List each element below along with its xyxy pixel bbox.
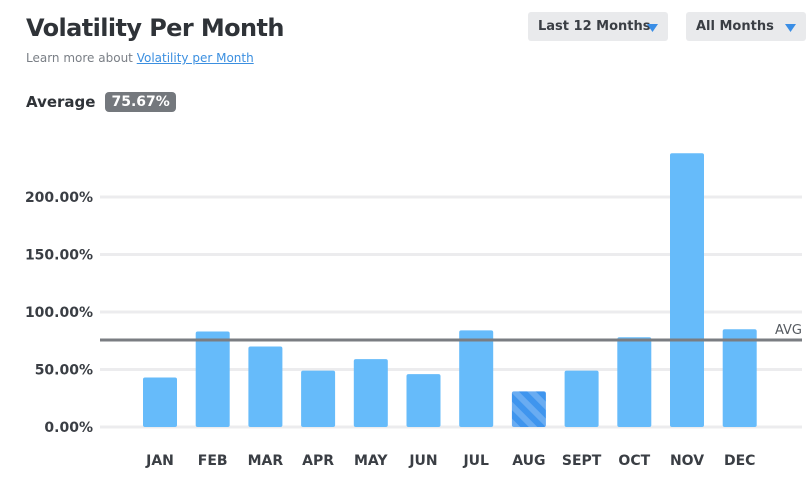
range-dropdown-label: Last 12 Months [538,19,651,34]
bar-jan[interactable] [143,377,177,427]
bar-oct[interactable] [617,337,652,427]
y-tick-label: 150.00% [25,248,93,264]
y-tick-label: 200.00% [25,190,93,206]
triangle-down-icon [785,24,796,32]
bar-aug[interactable] [511,391,546,427]
average-line-label: AVG [775,323,802,338]
x-tick-label: JUN [408,453,437,469]
range-dropdown[interactable]: Last 12 Months [528,12,668,41]
bar-mar[interactable] [248,346,283,428]
learn-more-link[interactable]: Volatility per Month [136,51,254,65]
bar-may[interactable] [353,359,388,427]
average-badge: 75.67% [105,92,176,112]
x-tick-label: AUG [512,453,545,469]
triangle-down-icon [647,24,658,32]
average-summary: Average 75.67% [26,92,176,112]
page-title: Volatility Per Month [26,14,284,42]
x-tick-label: SEPT [562,453,602,469]
x-tick-label: JAN [145,453,174,469]
x-tick-label: JUL [462,453,489,469]
x-tick-label: MAR [248,453,284,469]
months-dropdown-label: All Months [696,19,774,34]
y-tick-label: 100.00% [25,305,93,321]
y-tick-label: 0.00% [44,420,93,436]
x-tick-label: NOV [670,453,704,469]
bar-sept[interactable] [564,370,599,427]
average-label: Average [26,93,96,111]
learn-more-prefix: Learn more about [26,51,137,65]
bar-jun[interactable] [406,374,441,427]
months-dropdown[interactable]: All Months [686,12,806,41]
x-tick-label: APR [302,453,334,469]
x-tick-label: MAY [354,453,388,469]
x-tick-label: DEC [724,453,755,469]
x-tick-label: FEB [198,453,228,469]
bar-apr[interactable] [301,370,336,427]
learn-more-text: Learn more about Volatility per Month [26,51,254,65]
x-tick-label: OCT [618,453,650,469]
bar-feb[interactable] [195,331,230,427]
bar-jul[interactable] [459,330,494,427]
bar-nov[interactable] [670,153,704,428]
bar-dec[interactable] [722,329,757,427]
y-tick-label: 50.00% [35,363,93,379]
